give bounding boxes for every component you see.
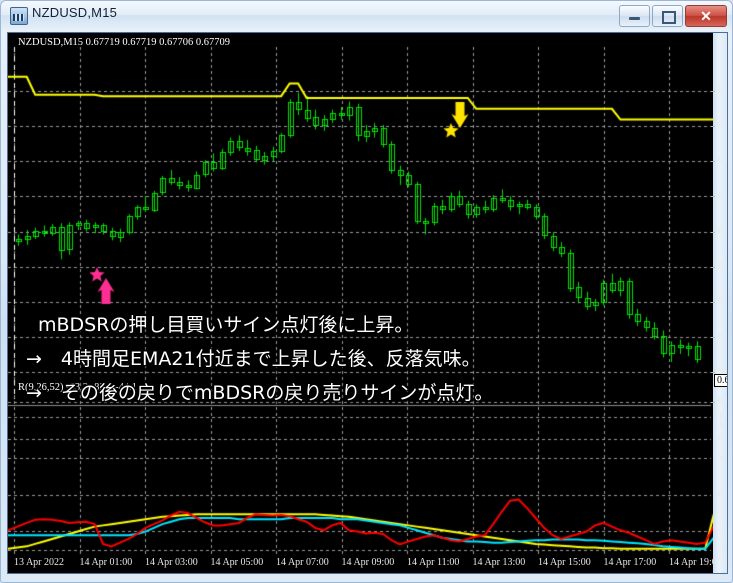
window-title: NZDUSD,M15 [32,5,118,20]
indicator-tick-label: 100 [718,420,727,431]
indicator-tick-label: -80 [718,544,727,555]
title-bar[interactable]: NZDUSD,M15 ✕ [1,1,732,29]
indicator-tick-label: 50 [718,452,727,463]
price-tick [711,126,715,127]
maximize-button[interactable] [652,5,683,27]
price-tick [711,402,715,403]
price-tick-label: 0.67725 [718,366,727,377]
price-tick [711,267,715,268]
indicator-tick-label: -50 [718,525,727,536]
price-tick [711,337,715,338]
annotation-line-1: mBDSRの押し目買いサイン点灯後に上昇。 [38,314,414,336]
indicator-label: R(9,26,52) -63.3 -82.5 -44.1 [18,382,137,393]
close-button[interactable]: ✕ [685,5,727,27]
price-tick-label: 0.68100 [718,190,727,201]
indicator-tick-label: -100 [718,553,727,564]
price-tick [711,372,715,373]
time-tick-label: 14 Apr 17:00 [603,557,657,568]
chart-plot-area[interactable]: NZDUSD,M15 0.67719 0.67719 0.67706 0.677… [8,33,727,573]
chart-ohlc-label: NZDUSD,M15 0.67719 0.67719 0.67706 0.677… [18,37,231,48]
chart-app-icon [10,7,28,25]
price-tick-label: 0.68250 [718,120,727,131]
time-tick-label: 14 Apr 03:00 [145,557,198,568]
price-tick-label: 0.67875 [718,296,727,307]
time-tick-label: 14 Apr 19:00 [669,557,722,568]
time-tick-label: 14 Apr 01:00 [79,557,133,568]
close-icon: ✕ [700,8,712,24]
price-tick-label: 0.68325 [718,85,727,96]
price-tick-label: 0.67655 [718,396,727,407]
indicator-tick-label: 120 [718,411,727,422]
price-tick-label: 0.67800 [718,331,727,342]
time-tick-label: 14 Apr 05:00 [210,557,264,568]
minimize-icon [629,17,640,20]
indicator-tick-label: 80 [718,433,727,444]
price-tick [711,196,715,197]
time-tick-label: 14 Apr 13:00 [472,557,526,568]
price-tick [711,232,715,233]
current-price-tag: 0.67709 [714,374,727,387]
time-tick-label: 14 Apr 09:00 [341,557,395,568]
time-tick-label: 13 Apr 2022 [14,557,64,568]
chart-frame[interactable]: NZDUSD,M15 0.67719 0.67719 0.67706 0.677… [7,32,728,574]
price-tick-label: 0.68175 [718,155,727,166]
annotation-line-3: → その後の戻りでmBDSRの戻り売りサインが点灯。 [26,382,494,404]
time-axis: 13 Apr 2022 14 Apr 01:00 14 Apr 03:00 14 Ap… [8,555,722,573]
maximize-icon [662,11,676,24]
price-tick [711,302,715,303]
chart-canvas[interactable] [8,33,713,555]
price-tick [711,91,715,92]
time-tick-label: 14 Apr 11:00 [407,557,460,568]
time-tick-label: 14 Apr 07:00 [276,557,329,568]
annotation-line-2: → 4時間足EMA21付近まで上昇した後、反落気味。 [26,348,481,370]
indicator-tick-label: 0.00 [718,489,727,500]
time-tick-label: 14 Apr 15:00 [538,557,591,568]
price-tick [711,161,715,162]
minimize-button[interactable] [619,5,650,27]
price-tick-label: 0.68025 [718,226,727,237]
price-tick-label: 0.67950 [718,261,727,272]
price-scale-scrollbar[interactable] [713,33,727,573]
